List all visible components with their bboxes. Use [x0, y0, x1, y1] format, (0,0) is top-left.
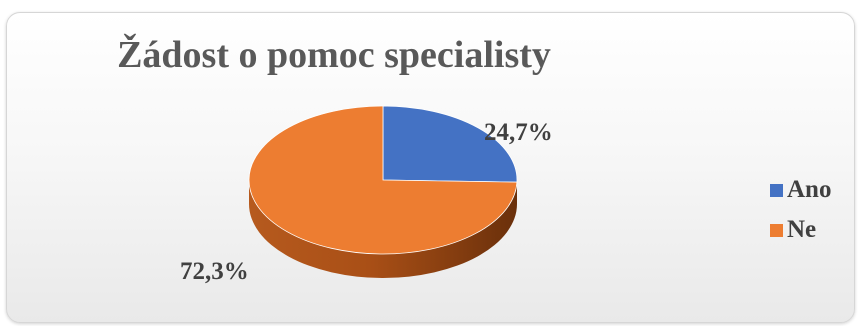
data-label-ne: 72,3% [180, 258, 249, 285]
legend-label-ano: Ano [787, 176, 831, 204]
legend-item-ano: Ano [770, 170, 831, 210]
data-label-ano: 24,7% [484, 119, 553, 146]
legend-swatch-ne [770, 224, 783, 237]
legend-swatch-ano [770, 184, 783, 197]
legend: Ano Ne [770, 170, 831, 250]
legend-item-ne: Ne [770, 210, 831, 250]
legend-label-ne: Ne [787, 216, 816, 244]
